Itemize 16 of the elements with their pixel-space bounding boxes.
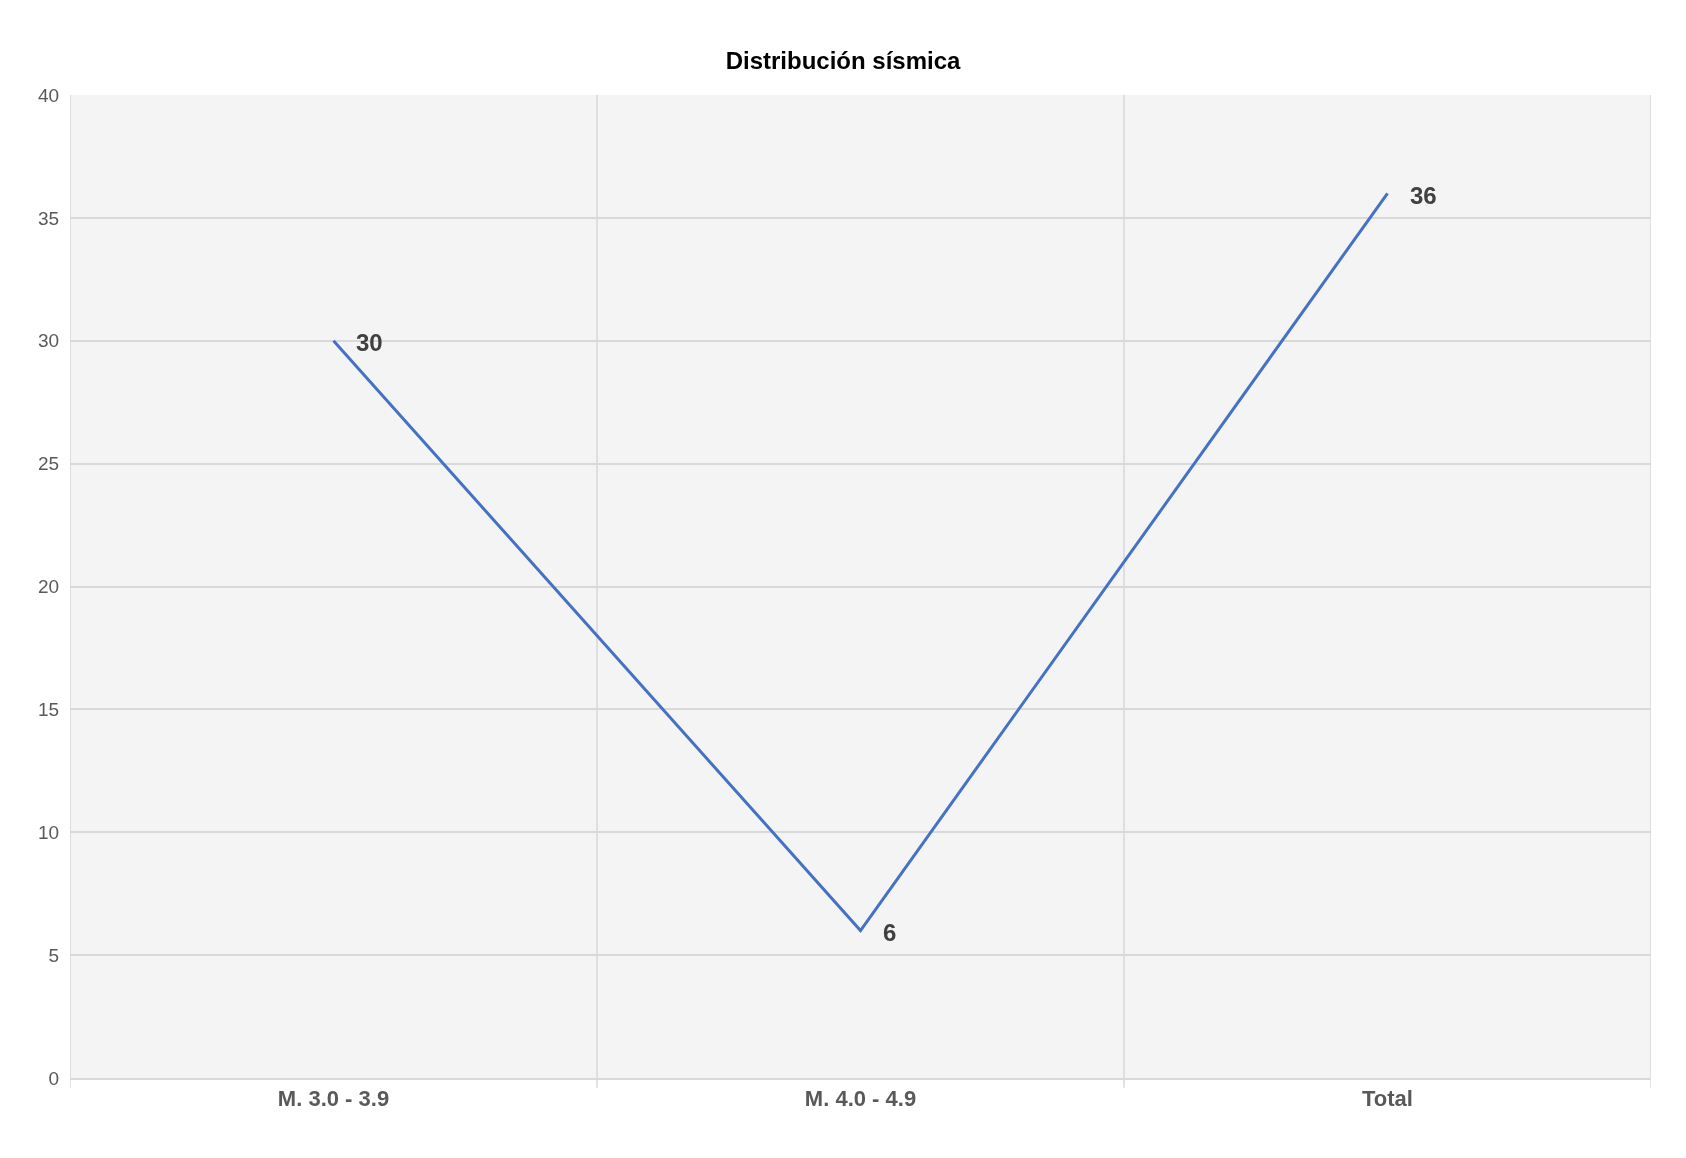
- x-tick-label: M. 3.0 - 3.9: [277, 1086, 390, 1112]
- y-tick-label: 15: [38, 699, 60, 721]
- chart-title: Distribución sísmica: [725, 46, 962, 74]
- x-tick-label: Total: [1362, 1086, 1413, 1112]
- y-tick-label: 40: [38, 84, 60, 106]
- y-tick-label: 10: [38, 821, 60, 843]
- data-label: 36: [1410, 182, 1437, 209]
- y-tick-label: 20: [38, 576, 60, 598]
- y-tick-label: 35: [38, 207, 60, 229]
- data-label: 6: [883, 919, 897, 946]
- x-tick-label: M. 4.0 - 4.9: [804, 1086, 917, 1112]
- y-tick-label: 5: [48, 944, 60, 966]
- y-tick-label: 0: [48, 1067, 60, 1089]
- y-tick-label: 25: [38, 453, 60, 475]
- data-label: 30: [356, 329, 383, 356]
- y-tick-label: 30: [38, 330, 60, 352]
